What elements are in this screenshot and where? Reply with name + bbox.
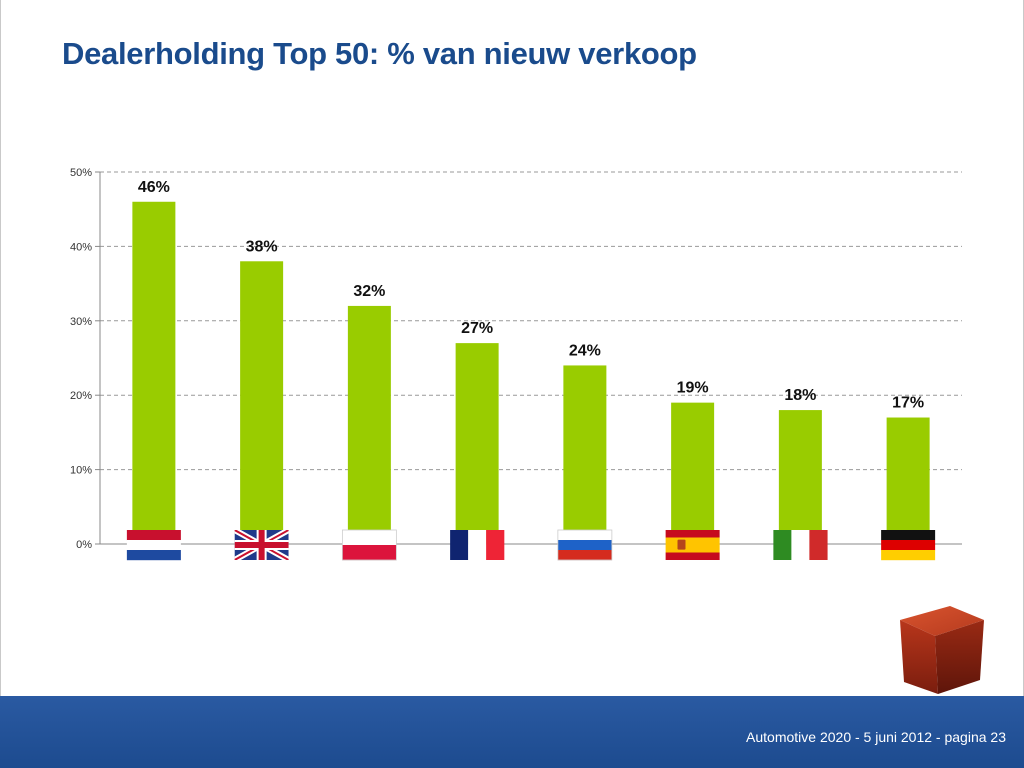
- italy-stripe: [773, 530, 792, 560]
- italy-stripe: [791, 530, 810, 560]
- netherlands-stripe: [126, 540, 181, 551]
- spain-stripe: [665, 537, 720, 553]
- data-label: 19%: [677, 380, 709, 397]
- bar: [347, 305, 391, 544]
- russia-stripe: [557, 540, 612, 551]
- data-label: 24%: [569, 342, 601, 359]
- slide-title: Dealerholding Top 50: % van nieuw verkoo…: [62, 36, 697, 71]
- germany-stripe: [881, 540, 936, 551]
- data-label: 17%: [892, 395, 924, 412]
- footer-text: Automotive 2020 - 5 juni 2012 - pagina 2…: [746, 729, 1006, 745]
- france-stripe: [450, 530, 469, 560]
- russia-stripe: [557, 530, 612, 541]
- uk-flag-body: [234, 530, 289, 560]
- netherlands-flag-icon: [126, 530, 181, 561]
- y-tick-label: 40%: [70, 241, 92, 253]
- slide-border-left: [0, 0, 1, 696]
- data-label: 46%: [138, 179, 170, 196]
- grid-layer: 0% 10% 20% 30% 40% 50%: [70, 167, 962, 551]
- italy-flag-icon: [773, 530, 828, 560]
- spain-coat-of-arms: [677, 539, 686, 550]
- bar: [240, 261, 284, 544]
- germany-flag-icon: [881, 530, 936, 561]
- y-tick-label: 50%: [70, 167, 92, 179]
- germany-stripe: [881, 530, 936, 541]
- russia-stripe: [557, 550, 612, 561]
- russia-border: [557, 529, 613, 561]
- bar-layer: [132, 201, 930, 544]
- bar: [671, 402, 715, 544]
- bar: [132, 201, 176, 544]
- bar-chart: 0% 10% 20% 30% 40% 50% 46% 38% 32% 27% 24% 19% 18% 1…: [70, 167, 962, 561]
- netherlands-stripe: [126, 550, 181, 561]
- netherlands-stripe: [126, 530, 181, 541]
- y-tick-label: 10%: [70, 465, 92, 477]
- spain-flag-icon: [665, 530, 720, 560]
- data-label: 18%: [784, 387, 816, 404]
- bar: [886, 417, 930, 544]
- spain-stripe: [665, 530, 720, 538]
- data-label: 27%: [461, 320, 493, 337]
- france-stripe: [486, 530, 505, 560]
- footer-bar: Automotive 2020 - 5 juni 2012 - pagina 2…: [0, 696, 1024, 768]
- united-kingdom-flag-icon: [234, 530, 289, 560]
- russia-flag-icon: [557, 529, 613, 561]
- label-layer: 46% 38% 32% 27% 24% 19% 18% 17%: [138, 179, 924, 412]
- data-label: 38%: [246, 238, 278, 255]
- poland-flag-icon: [341, 529, 397, 561]
- poland-stripe: [342, 530, 397, 546]
- poland-border: [341, 529, 397, 561]
- italy-stripe: [809, 530, 828, 560]
- poland-stripe: [342, 545, 397, 561]
- y-tick-label: 30%: [70, 316, 92, 328]
- spain-stripe: [665, 552, 720, 560]
- data-label: 32%: [353, 283, 385, 300]
- bar: [778, 410, 822, 544]
- france-stripe: [468, 530, 487, 560]
- flag-layer: [126, 529, 936, 561]
- germany-stripe: [881, 550, 936, 561]
- bar: [563, 365, 607, 544]
- y-tick-label: 0%: [76, 539, 92, 551]
- y-tick-label: 20%: [70, 390, 92, 402]
- bar: [455, 343, 499, 544]
- france-flag-icon: [450, 530, 505, 560]
- uk-cross-red: [234, 542, 289, 548]
- red-cube-logo-icon: [900, 606, 984, 694]
